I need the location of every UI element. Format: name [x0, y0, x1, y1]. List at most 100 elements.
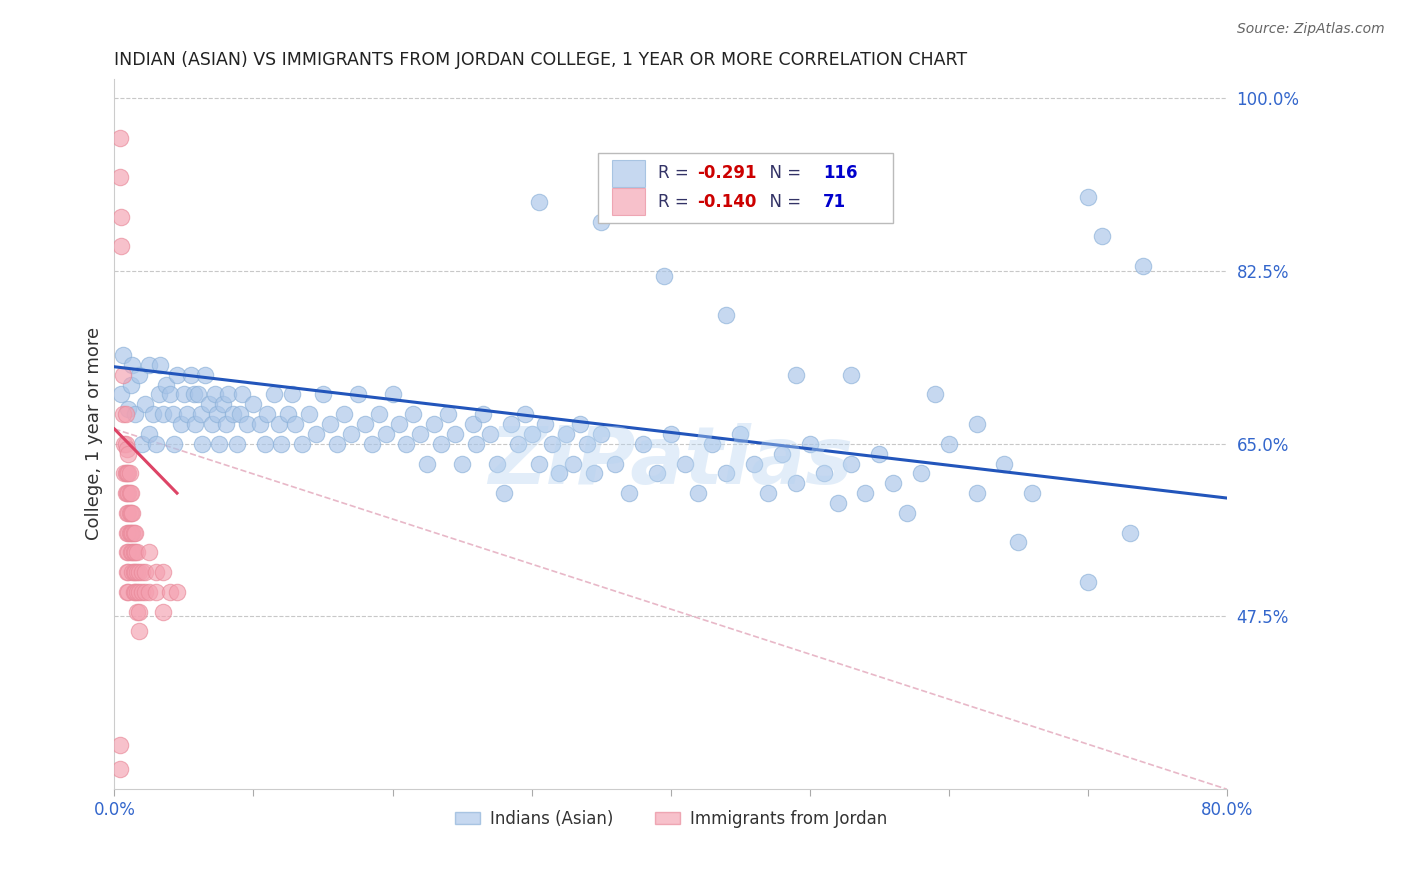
- Point: [108, 130, 131, 145]
- Point: [298, 407, 321, 421]
- Point: [142, 407, 165, 421]
- Point: [152, 565, 174, 579]
- Point: [110, 210, 132, 224]
- Point: [1007, 535, 1029, 549]
- Point: [138, 358, 160, 372]
- Point: [145, 584, 167, 599]
- Point: [374, 426, 396, 441]
- Point: [1021, 486, 1043, 500]
- Point: [125, 605, 148, 619]
- Point: [155, 377, 177, 392]
- Point: [111, 348, 134, 362]
- FancyBboxPatch shape: [612, 160, 645, 186]
- Point: [117, 506, 139, 520]
- Point: [121, 525, 143, 540]
- Point: [111, 368, 134, 382]
- Point: [117, 486, 139, 500]
- Point: [208, 436, 231, 450]
- Point: [785, 476, 807, 491]
- Point: [409, 426, 432, 441]
- Point: [145, 436, 167, 450]
- Point: [270, 436, 292, 450]
- Point: [430, 436, 453, 450]
- Point: [527, 194, 550, 209]
- Point: [702, 436, 724, 450]
- Point: [114, 407, 136, 421]
- Point: [256, 407, 278, 421]
- Point: [115, 442, 138, 456]
- Point: [416, 457, 439, 471]
- Point: [115, 486, 138, 500]
- Point: [217, 387, 239, 401]
- Point: [1132, 259, 1154, 273]
- Point: [108, 170, 131, 185]
- Point: [128, 565, 150, 579]
- Point: [125, 565, 148, 579]
- Point: [813, 467, 835, 481]
- Point: [437, 407, 460, 421]
- Point: [231, 387, 253, 401]
- Point: [180, 368, 202, 382]
- Point: [993, 457, 1015, 471]
- Point: [841, 457, 863, 471]
- Point: [112, 436, 135, 450]
- Point: [534, 417, 557, 431]
- Point: [785, 368, 807, 382]
- Point: [162, 407, 184, 421]
- Point: [115, 545, 138, 559]
- Text: 116: 116: [823, 164, 858, 182]
- Point: [555, 426, 578, 441]
- Text: R =: R =: [658, 193, 695, 211]
- Point: [114, 486, 136, 500]
- Point: [125, 584, 148, 599]
- Point: [291, 436, 314, 450]
- Point: [184, 417, 207, 431]
- Point: [742, 457, 765, 471]
- Point: [541, 436, 564, 450]
- Point: [152, 605, 174, 619]
- Point: [281, 387, 304, 401]
- Point: [520, 426, 543, 441]
- Point: [115, 565, 138, 579]
- Point: [122, 545, 145, 559]
- Point: [1118, 525, 1140, 540]
- Point: [122, 584, 145, 599]
- Point: [277, 407, 299, 421]
- Point: [122, 525, 145, 540]
- Point: [112, 467, 135, 481]
- Point: [253, 436, 276, 450]
- Point: [134, 565, 156, 579]
- Legend: Indians (Asian), Immigrants from Jordan: Indians (Asian), Immigrants from Jordan: [449, 803, 893, 834]
- Point: [242, 397, 264, 411]
- Point: [128, 605, 150, 619]
- Point: [827, 496, 849, 510]
- Point: [128, 584, 150, 599]
- Point: [381, 387, 404, 401]
- Point: [527, 457, 550, 471]
- Point: [148, 387, 170, 401]
- Point: [121, 506, 143, 520]
- Point: [312, 387, 335, 401]
- Point: [166, 368, 188, 382]
- Point: [115, 525, 138, 540]
- Point: [346, 387, 368, 401]
- Point: [118, 486, 141, 500]
- FancyBboxPatch shape: [612, 188, 645, 215]
- Point: [117, 447, 139, 461]
- Point: [114, 467, 136, 481]
- Point: [115, 467, 138, 481]
- Point: [173, 387, 195, 401]
- Point: [284, 417, 307, 431]
- Point: [207, 407, 229, 421]
- Point: [149, 358, 172, 372]
- Point: [395, 436, 418, 450]
- Point: [115, 584, 138, 599]
- Point: [353, 417, 375, 431]
- Point: [120, 525, 142, 540]
- Point: [183, 387, 205, 401]
- Point: [562, 457, 585, 471]
- Point: [187, 387, 209, 401]
- Point: [131, 436, 153, 450]
- Point: [221, 407, 243, 421]
- Point: [121, 545, 143, 559]
